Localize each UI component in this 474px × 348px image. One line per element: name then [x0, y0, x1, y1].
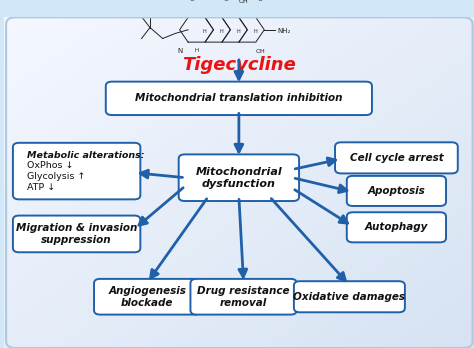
Text: Tigecycline: Tigecycline	[182, 56, 296, 74]
FancyBboxPatch shape	[347, 212, 446, 242]
Text: O: O	[224, 0, 228, 2]
FancyBboxPatch shape	[347, 176, 446, 206]
Text: H: H	[219, 30, 223, 34]
FancyBboxPatch shape	[94, 279, 201, 315]
Text: Cell cycle arrest: Cell cycle arrest	[349, 153, 443, 163]
Text: Migration & invasion
suppression: Migration & invasion suppression	[16, 223, 137, 245]
Text: Autophagy: Autophagy	[365, 222, 428, 232]
FancyBboxPatch shape	[191, 279, 297, 315]
Text: Mitochondrial translation inhibition: Mitochondrial translation inhibition	[135, 93, 343, 103]
FancyBboxPatch shape	[179, 155, 299, 201]
FancyBboxPatch shape	[13, 215, 140, 252]
Text: H: H	[194, 48, 199, 53]
Text: Glycolysis ↑: Glycolysis ↑	[27, 172, 86, 181]
FancyBboxPatch shape	[106, 82, 372, 115]
Text: H: H	[236, 30, 240, 34]
Text: ATP ↓: ATP ↓	[27, 183, 56, 191]
Text: Oxidative damages: Oxidative damages	[293, 292, 405, 302]
FancyBboxPatch shape	[335, 142, 458, 173]
Text: NH₂: NH₂	[277, 28, 291, 34]
Text: H: H	[202, 30, 206, 34]
FancyBboxPatch shape	[294, 281, 405, 312]
Text: O: O	[257, 0, 263, 2]
Text: OxPhos ↓: OxPhos ↓	[27, 161, 74, 170]
FancyBboxPatch shape	[13, 143, 140, 199]
Text: Angiogenesis
blockade: Angiogenesis blockade	[108, 286, 186, 308]
Text: O: O	[190, 0, 195, 2]
Text: OH: OH	[238, 0, 248, 4]
Text: Mitochondrial
dysfunction: Mitochondrial dysfunction	[195, 167, 282, 189]
Text: H: H	[253, 30, 257, 34]
Text: OH: OH	[255, 49, 265, 54]
Text: Apoptosis: Apoptosis	[367, 186, 425, 196]
Text: Drug resistance
removal: Drug resistance removal	[197, 286, 290, 308]
Text: N: N	[177, 48, 182, 54]
Text: Metabolic alterations:: Metabolic alterations:	[27, 151, 145, 160]
